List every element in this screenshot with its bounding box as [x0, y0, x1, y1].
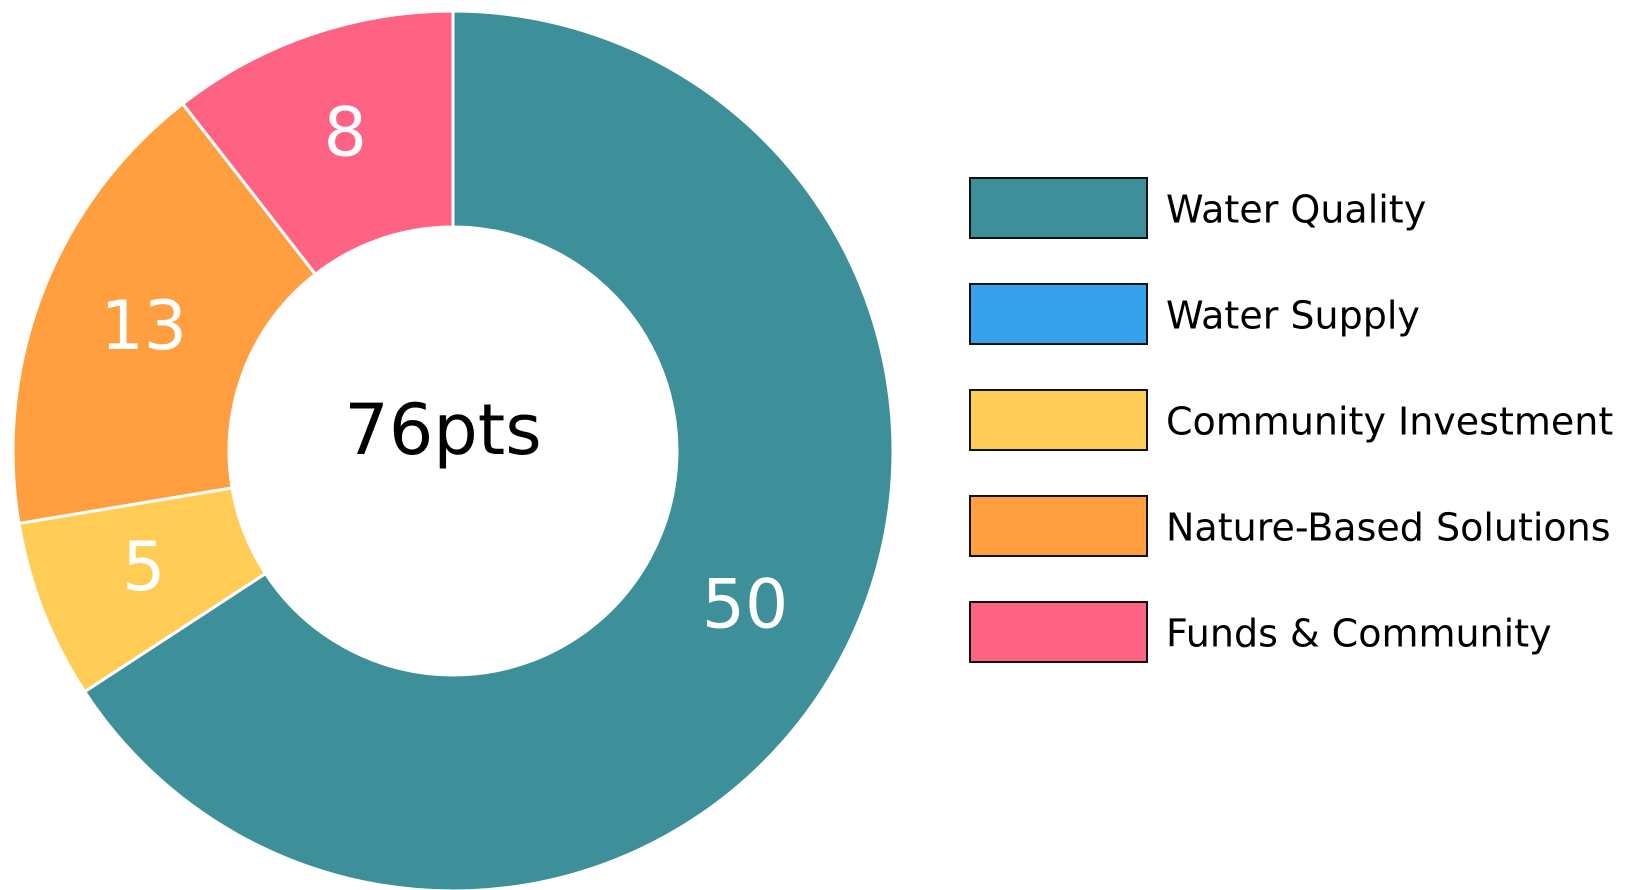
legend-swatch — [969, 495, 1148, 557]
data-label: 50 — [702, 566, 789, 645]
legend-swatch — [969, 283, 1148, 345]
legend-label: Funds & Community — [1166, 612, 1552, 656]
legend-label: Water Quality — [1166, 188, 1426, 232]
donut-slice — [82, 9, 895, 890]
legend-swatch — [969, 177, 1148, 239]
data-label: 5 — [122, 528, 165, 607]
legend-swatch — [969, 389, 1148, 451]
legend-swatch — [969, 601, 1148, 663]
donut-slice — [180, 9, 455, 277]
data-label: 8 — [324, 94, 367, 173]
legend-label: Community Investment — [1166, 400, 1613, 444]
data-label: 13 — [100, 287, 187, 366]
donut-slice — [11, 101, 318, 526]
legend-label: Water Supply — [1166, 294, 1420, 338]
center-label: 76pts — [344, 389, 541, 471]
legend-label: Nature-Based Solutions — [1166, 506, 1611, 550]
